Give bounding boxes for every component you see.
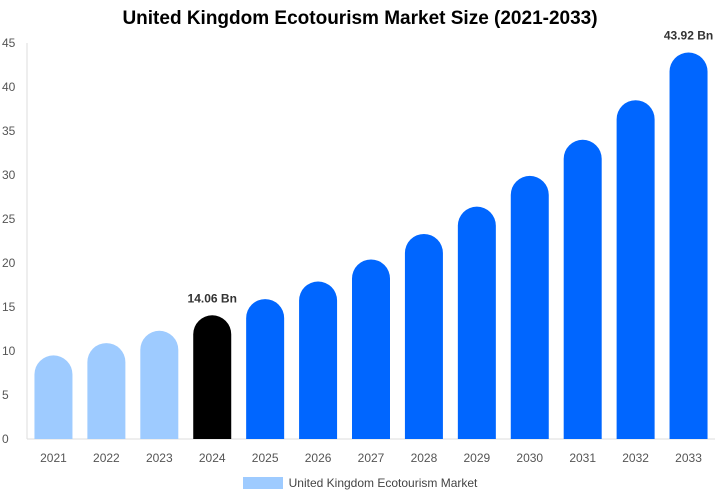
bar-2028 — [404, 233, 443, 439]
x-tick-label: 2029 — [463, 451, 490, 465]
x-tick-label: 2023 — [146, 451, 173, 465]
bar-2026 — [299, 281, 338, 439]
bar-2029 — [457, 206, 496, 439]
y-tick-label: 0 — [2, 432, 9, 446]
y-tick-label: 25 — [2, 212, 16, 226]
y-tick-label: 35 — [2, 124, 16, 138]
x-tick-label: 2027 — [358, 451, 385, 465]
chart-title: United Kingdom Ecotourism Market Size (2… — [122, 8, 598, 29]
bar-2021 — [34, 355, 73, 439]
bar-2022 — [87, 343, 126, 439]
legend-swatch — [242, 477, 283, 489]
bar-2027 — [352, 259, 390, 439]
x-tick-label: 2024 — [199, 451, 226, 465]
y-tick-label: 15 — [2, 300, 16, 314]
y-tick-label: 10 — [2, 344, 16, 358]
x-tick-label: 2022 — [93, 451, 120, 465]
x-tick-label: 2030 — [516, 451, 543, 465]
legend-label: United Kingdom Ecotourism Market — [288, 476, 478, 490]
y-tick-label: 20 — [2, 256, 16, 270]
x-tick-label: 2032 — [622, 451, 649, 465]
legend[interactable]: United Kingdom Ecotourism Market — [0, 476, 720, 490]
bar-2032 — [616, 100, 655, 439]
x-tick-label: 2028 — [411, 451, 438, 465]
bar-2030 — [510, 175, 549, 439]
bar-2024 — [193, 315, 232, 439]
data-label: 43.92 Bn — [664, 29, 713, 43]
x-tick-label: 2021 — [40, 451, 67, 465]
y-tick-label: 30 — [2, 168, 16, 182]
bar-2023 — [140, 330, 179, 439]
x-tick-label: 2025 — [252, 451, 279, 465]
data-label: 14.06 Bn — [188, 291, 237, 305]
x-tick-label: 2033 — [675, 451, 702, 465]
bar-2025 — [246, 299, 285, 439]
bar-2033 — [669, 52, 708, 439]
y-tick-label: 5 — [2, 388, 9, 402]
y-tick-label: 45 — [2, 36, 16, 50]
x-tick-label: 2026 — [305, 451, 332, 465]
x-tick-label: 2031 — [569, 451, 596, 465]
bar-2031 — [563, 139, 602, 440]
y-tick-label: 40 — [2, 80, 16, 94]
